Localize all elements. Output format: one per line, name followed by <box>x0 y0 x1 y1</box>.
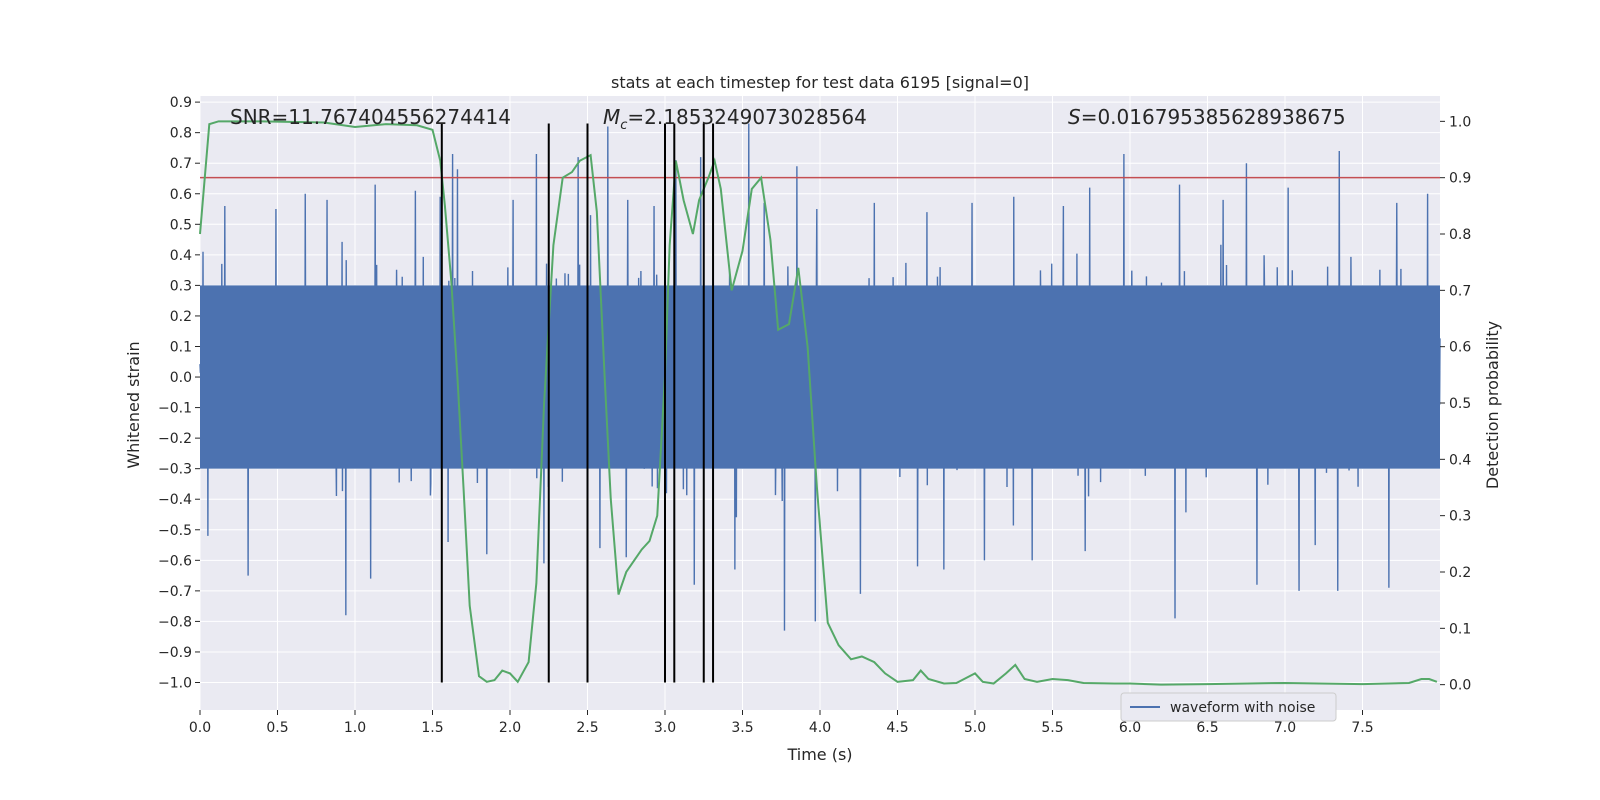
snr-annotation: SNR=11.767404556274414 <box>230 105 511 129</box>
y-left-tick-label: 0.8 <box>170 126 192 142</box>
x-tick-label: 0.5 <box>266 720 288 736</box>
x-tick-label: 2.0 <box>499 720 521 736</box>
y-right-tick-label: 0.3 <box>1449 509 1471 525</box>
y-left-tick-label: 0.2 <box>170 309 192 325</box>
y-axis-label-right: Detection probability <box>1483 321 1502 489</box>
y-right-tick-label: 1.0 <box>1449 114 1471 130</box>
y-right-tick-label: 0.2 <box>1449 565 1471 581</box>
y-left-tick-label: 0.0 <box>170 370 192 386</box>
y-left-tick-label: −0.9 <box>158 645 192 661</box>
y-left-tick-label: 0.9 <box>170 95 192 111</box>
marker-layer <box>199 120 1440 686</box>
s-statistic-symbol: S <box>1068 105 1081 129</box>
y-left-tick-label: −0.6 <box>158 553 192 569</box>
s-statistic-value: =0.016795385628938675 <box>1081 105 1346 129</box>
legend-box <box>1120 692 1337 722</box>
y-axis-label-left: Whitened strain <box>124 341 143 468</box>
y-right-tick-label: 0.5 <box>1449 396 1471 412</box>
y-left-tick-label: 0.6 <box>170 187 192 203</box>
waveform-core-band <box>200 285 1440 469</box>
x-tick-label: 1.0 <box>344 720 366 736</box>
y-left-tick-label: −1.0 <box>158 676 192 692</box>
y-left-tick-label: −0.1 <box>158 401 192 417</box>
y-right-tick-label: 0.8 <box>1449 227 1471 243</box>
y-right-tick-label: 0.6 <box>1449 340 1471 356</box>
x-tick-label: 7.5 <box>1351 720 1373 736</box>
y-left-tick-label: −0.3 <box>158 462 192 478</box>
x-tick-label: 0.0 <box>189 720 211 736</box>
x-tick-label: 4.0 <box>809 720 831 736</box>
y-left-tick-label: −0.8 <box>158 614 192 630</box>
x-tick-label: 6.5 <box>1196 720 1218 736</box>
y-right-tick-label: 0.0 <box>1449 678 1471 694</box>
y-right-tick-label: 0.7 <box>1449 283 1471 299</box>
y-left-tick-label: 0.3 <box>170 278 192 294</box>
chirp-mass-annotation: Mc=2.1853249073028564 <box>603 105 867 133</box>
chirp-mass-subscript: c <box>620 118 627 133</box>
legend-label: waveform with noise <box>1170 700 1315 716</box>
x-tick-label: 3.5 <box>731 720 753 736</box>
x-tick-label: 7.0 <box>1274 720 1296 736</box>
x-tick-label: 5.5 <box>1041 720 1063 736</box>
y-left-tick-label: −0.5 <box>158 523 192 539</box>
y-right-tick-label: 0.9 <box>1449 171 1471 187</box>
x-tick-label: 4.5 <box>886 720 908 736</box>
y-left-tick-label: 0.4 <box>170 248 192 264</box>
y-right-tick-label: 0.4 <box>1449 452 1471 468</box>
x-tick-label: 1.5 <box>421 720 443 736</box>
y-left-tick-label: −0.7 <box>158 584 192 600</box>
y-left-tick-label: 0.7 <box>170 156 192 172</box>
s-statistic-annotation: S=0.016795385628938675 <box>1068 105 1346 129</box>
detection-probability-line <box>199 120 1438 686</box>
y-left-tick-label: −0.4 <box>158 492 192 508</box>
x-tick-label: 6.0 <box>1119 720 1141 736</box>
y-left-tick-label: 0.5 <box>170 217 192 233</box>
x-tick-label: 3.0 <box>654 720 676 736</box>
series-layer <box>199 123 1441 631</box>
chirp-mass-value: =2.1853249073028564 <box>627 105 866 129</box>
chart-title: stats at each timestep for test data 619… <box>611 73 1029 92</box>
y-right-tick-label: 0.1 <box>1449 621 1471 637</box>
x-tick-label: 2.5 <box>576 720 598 736</box>
y-left-tick-label: −0.2 <box>158 431 192 447</box>
y-left-tick-label: 0.1 <box>170 339 192 355</box>
chirp-mass-symbol: M <box>603 105 620 129</box>
legend: waveform with noise <box>1120 692 1337 722</box>
x-axis-label: Time (s) <box>786 745 852 764</box>
x-tick-label: 5.0 <box>964 720 986 736</box>
tick-layer: 0.0 0.5 1.0 1.5 2.0 2.5 3.0 3.5 4.0 4.5 5.0 5.5 6.0 6… <box>158 95 1471 736</box>
